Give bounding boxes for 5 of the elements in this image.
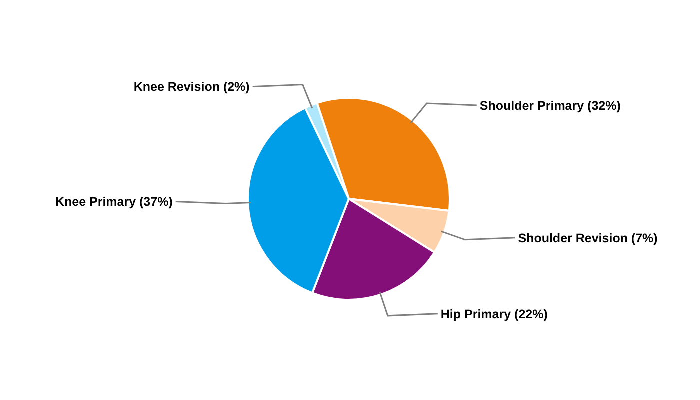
slice-label: Shoulder Revision (7%) [518,231,658,246]
slice-label: Knee Primary (37%) [55,195,173,210]
slice-label: Hip Primary (22%) [440,307,548,322]
slice-label: Knee Revision (2%) [134,80,250,94]
slice-label: Shoulder Primary (32%) [480,98,621,113]
